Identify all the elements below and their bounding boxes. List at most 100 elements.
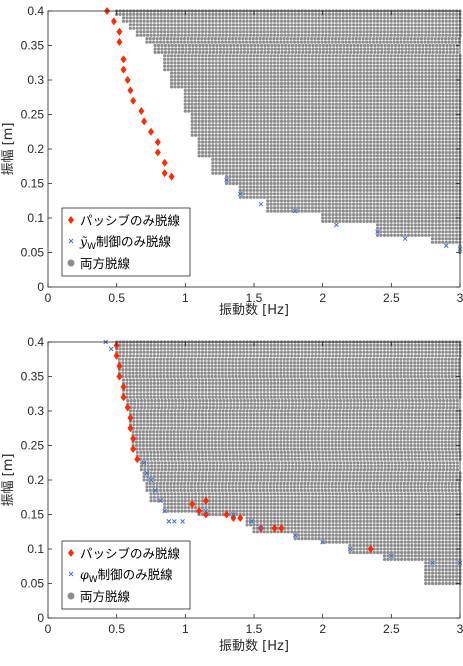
both-marker	[341, 109, 345, 113]
both-marker	[303, 150, 308, 155]
both-marker	[231, 99, 235, 103]
both-marker	[180, 16, 184, 20]
both-marker	[166, 68, 170, 72]
both-marker	[266, 78, 270, 82]
both-marker	[231, 150, 235, 155]
both-marker	[231, 12, 235, 16]
both-marker	[262, 133, 266, 137]
both-marker	[430, 37, 434, 41]
both-marker	[455, 30, 459, 34]
both-marker	[451, 137, 455, 141]
both-marker	[238, 150, 242, 155]
both-marker	[163, 54, 167, 58]
both-marker	[451, 181, 455, 186]
both-marker	[444, 147, 448, 151]
both-marker	[135, 23, 139, 27]
both-marker	[245, 33, 249, 37]
both-marker	[200, 85, 205, 89]
both-marker	[444, 16, 448, 20]
both-marker	[262, 64, 266, 68]
both-marker	[228, 130, 232, 134]
both-marker	[413, 23, 417, 27]
both-marker	[283, 164, 287, 168]
both-marker	[396, 26, 400, 30]
both-marker	[279, 37, 283, 41]
both-marker	[307, 57, 311, 61]
both-marker	[255, 71, 259, 75]
both-marker	[245, 140, 249, 144]
both-marker	[400, 181, 404, 186]
both-marker	[362, 164, 366, 168]
both-marker	[231, 30, 235, 34]
both-marker	[297, 192, 301, 196]
both-marker	[262, 106, 266, 110]
both-marker	[249, 30, 253, 34]
both-marker	[303, 16, 308, 20]
both-marker	[406, 154, 411, 158]
both-marker	[441, 216, 445, 220]
both-marker	[314, 130, 318, 134]
both-marker	[393, 185, 397, 189]
both-marker	[382, 199, 387, 203]
both-marker	[310, 188, 314, 192]
both-marker	[269, 154, 273, 158]
both-marker	[238, 109, 242, 113]
both-marker	[358, 192, 362, 196]
both-marker	[180, 81, 184, 86]
both-marker	[400, 50, 404, 55]
both-marker	[132, 26, 136, 30]
both-marker	[455, 92, 459, 96]
both-marker	[441, 230, 445, 234]
both-marker	[424, 64, 428, 68]
both-marker	[338, 130, 342, 134]
both-marker	[334, 37, 338, 41]
both-marker	[224, 175, 229, 179]
both-marker	[358, 144, 362, 148]
both-marker	[327, 81, 332, 86]
both-marker	[293, 78, 297, 82]
both-marker	[321, 140, 325, 144]
both-marker	[413, 75, 417, 79]
both-marker	[297, 157, 301, 161]
both-marker	[204, 19, 208, 23]
both-marker	[273, 33, 277, 37]
both-marker	[389, 188, 393, 192]
both-marker	[259, 95, 263, 99]
both-marker	[205, 43, 209, 48]
both-marker	[273, 137, 277, 141]
both-marker	[321, 154, 325, 158]
both-marker	[293, 199, 297, 203]
both-marker	[128, 12, 132, 16]
both-marker	[255, 106, 259, 110]
both-marker	[297, 150, 301, 155]
both-marker	[327, 64, 332, 68]
both-marker	[451, 188, 455, 192]
both-marker	[417, 71, 421, 75]
both-marker	[204, 26, 208, 30]
both-marker	[200, 88, 205, 92]
both-marker	[218, 147, 222, 151]
both-marker	[420, 171, 424, 175]
both-marker	[444, 37, 448, 41]
both-marker	[334, 33, 338, 37]
both-marker	[211, 95, 215, 99]
both-marker	[328, 43, 332, 48]
both-marker	[382, 102, 387, 106]
both-marker	[400, 26, 404, 30]
both-marker	[382, 150, 387, 155]
both-marker	[238, 78, 242, 82]
both-marker	[259, 175, 263, 179]
both-marker	[444, 123, 448, 127]
both-marker	[348, 185, 352, 189]
both-marker	[207, 71, 211, 75]
both-marker	[273, 140, 277, 144]
both-marker	[259, 71, 263, 75]
both-marker	[386, 68, 390, 72]
both-marker	[321, 199, 325, 203]
both-marker	[221, 150, 225, 155]
both-marker	[389, 78, 393, 82]
both-marker	[395, 40, 400, 44]
both-marker	[245, 71, 249, 75]
both-marker	[441, 219, 445, 223]
both-marker	[341, 54, 345, 58]
